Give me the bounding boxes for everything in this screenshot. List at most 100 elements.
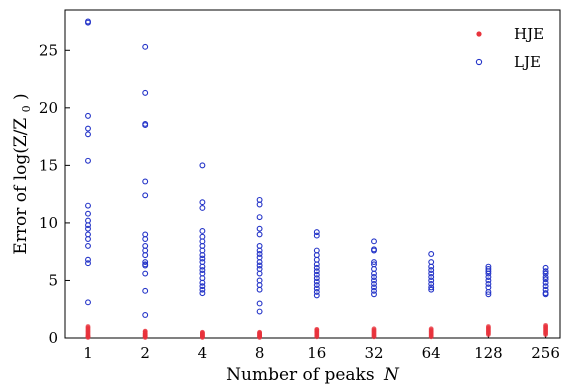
y-tick-label: 0 [48, 329, 58, 347]
data-point-lje [371, 247, 377, 254]
legend-label-hje: HJE [514, 25, 544, 43]
data-point-lje [313, 271, 320, 278]
x-axis-title: Number of peaks N [226, 365, 400, 385]
data-point-lje [199, 228, 206, 234]
x-tick-label: 64 [422, 344, 441, 362]
data-point-lje [313, 282, 320, 289]
x-tick-label: 2 [140, 344, 150, 362]
data-point-lje [313, 275, 320, 282]
data-point-lje [542, 283, 549, 290]
data-point-lje [85, 202, 91, 209]
data-point-lje [256, 251, 263, 257]
data-point-hje [371, 326, 377, 332]
data-point-lje [371, 280, 377, 287]
data-point-lje [428, 270, 435, 277]
data-point-lje [199, 263, 206, 270]
data-point-lje [85, 299, 91, 306]
data-point-lje [485, 277, 492, 284]
data-point-lje [485, 274, 492, 280]
data-point-lje [199, 162, 206, 169]
data-point-lje [142, 270, 149, 277]
data-point-lje [313, 264, 320, 271]
data-point-lje [428, 263, 435, 270]
data-point-hje [314, 326, 320, 332]
data-point-lje [313, 261, 320, 268]
x-tick-label: 8 [255, 344, 265, 362]
data-point-lje [256, 262, 263, 269]
y-axis-title-text: Error of log(Z/Z [11, 118, 31, 255]
data-point-lje [256, 201, 263, 208]
data-point-lje [142, 287, 149, 294]
data-point-lje [85, 260, 91, 267]
data-point-lje [256, 225, 263, 232]
data-point-lje [542, 264, 549, 271]
data-point-lje [313, 289, 320, 295]
legend-label-lje: LJE [514, 53, 541, 71]
data-point-lje [485, 280, 492, 287]
data-point-lje [85, 210, 91, 217]
data-point-lje [542, 270, 549, 277]
series-lje [85, 18, 549, 318]
data-point-lje [199, 199, 206, 206]
data-point-lje [256, 308, 263, 315]
data-point-lje [256, 259, 263, 265]
data-point-lje [142, 236, 149, 242]
data-point-lje [371, 270, 377, 277]
y-tick-label: 20 [39, 99, 58, 117]
x-tick-label: 32 [364, 344, 383, 362]
data-point-lje [428, 274, 435, 280]
data-point-hje [200, 329, 205, 335]
data-point-hje [257, 329, 262, 335]
data-point-lje [428, 286, 435, 293]
data-point-lje [542, 279, 549, 286]
data-point-lje [256, 247, 263, 254]
data-point-lje [313, 268, 320, 275]
data-point-lje [142, 262, 149, 269]
x-tick-label: 4 [198, 344, 208, 362]
data-point-lje [542, 291, 549, 298]
x-tick-label: 256 [531, 344, 560, 362]
data-point-lje [256, 286, 263, 293]
data-point-lje [371, 277, 377, 284]
data-point-lje [256, 270, 263, 277]
data-point-lje [313, 232, 320, 239]
data-point-lje [142, 312, 149, 318]
data-point-lje [371, 287, 377, 294]
data-point-lje [85, 157, 91, 164]
data-point-lje [313, 285, 320, 292]
x-axis-title-text: Number of peaks [226, 365, 374, 385]
data-point-lje [485, 291, 492, 298]
x-tick-label: 128 [474, 344, 503, 362]
y-tick-label: 10 [39, 214, 58, 232]
plot-frame [64, 9, 561, 339]
data-point-lje [371, 274, 377, 280]
data-point-lje [313, 292, 320, 299]
x-axis-title-symbol: N [383, 365, 400, 385]
data-point-lje [485, 268, 492, 275]
data-point-lje [85, 225, 91, 232]
data-point-hje [85, 324, 91, 329]
data-point-lje [85, 131, 91, 138]
data-point-lje [428, 284, 435, 291]
data-point-lje [199, 205, 206, 211]
data-point-lje [142, 43, 149, 50]
data-point-lje [428, 277, 435, 284]
data-point-lje [142, 89, 149, 96]
data-point-lje [371, 238, 377, 245]
data-point-hje [486, 324, 491, 329]
data-point-lje [313, 229, 320, 236]
data-point-lje [85, 236, 91, 242]
data-point-lje [371, 291, 377, 298]
y-tick-label: 15 [39, 156, 58, 174]
y-axis-title: Error of log(Z/Z 0 ) [11, 93, 35, 254]
data-point-lje [542, 274, 549, 280]
y-axis-title-subscript: 0 [20, 105, 33, 112]
x-axis: 1 2 4 8 16 32 64 128 256 [83, 333, 560, 362]
legend-marker-hje [476, 31, 482, 37]
plot-area: 0 5 10 15 20 25 1 2 4 8 16 32 64 128 256 [39, 9, 561, 362]
x-tick-label: 16 [307, 344, 326, 362]
data-point-lje [371, 284, 377, 291]
data-point-hje [428, 326, 434, 332]
data-point-lje [142, 178, 149, 185]
